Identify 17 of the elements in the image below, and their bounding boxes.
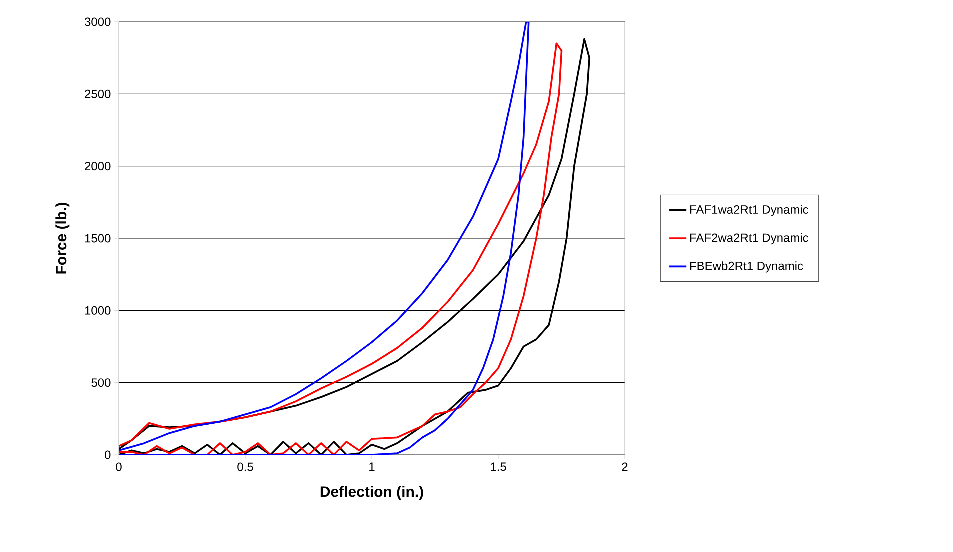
y-tick-label: 1000 xyxy=(85,306,111,315)
x-tick-label: 1 xyxy=(370,462,375,472)
legend-label: FAF2wa2Rt1 Dynamic xyxy=(690,233,809,245)
x-tick-label: 0 xyxy=(116,462,122,472)
x-tick-label: 2 xyxy=(622,462,628,472)
x-tick-label: 0.5 xyxy=(238,462,254,472)
y-axis-title: Force (lb.) xyxy=(56,203,70,274)
y-tick-label: 3000 xyxy=(84,18,111,26)
y-tick-label: 2500 xyxy=(85,90,111,98)
x-tick-label: 1.5 xyxy=(491,462,506,472)
y-tick-label: 500 xyxy=(92,378,111,388)
y-tick-label: 2000 xyxy=(85,162,111,171)
x-axis-title: Deflection (in.) xyxy=(320,486,424,500)
y-tick-label: 0 xyxy=(104,450,111,460)
y-tick-label: 1500 xyxy=(85,234,111,243)
legend-label: FBEwb2Rt1 Dynamic xyxy=(690,262,804,273)
legend-label: FAF1wa2Rt1 Dynamic xyxy=(690,205,809,216)
